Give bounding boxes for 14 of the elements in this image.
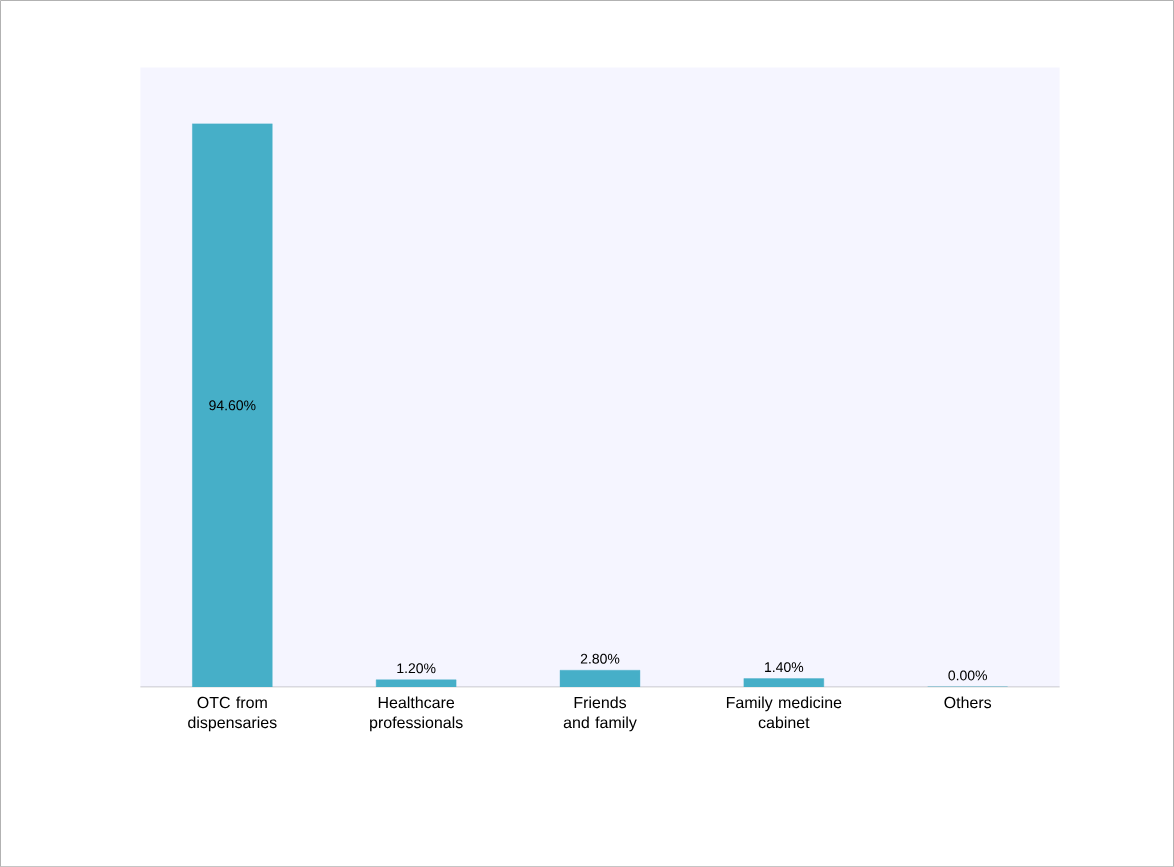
data-label: 0.00% [948,670,988,681]
bar [192,123,273,687]
x-tick-label: Healthcare professionals [370,696,463,732]
x-tick-label: Friends and family [563,696,637,732]
bar [559,669,641,687]
x-tick-label: Family medicine cabinet [726,696,842,729]
data-label: 2.80% [580,653,620,664]
data-label: 94.60% [209,400,256,411]
x-tick-label: OTC from dispensaries [188,696,277,732]
bar [743,678,824,687]
bar [375,679,457,687]
x-tick-label: Others [944,696,992,709]
data-label: 1.40% [765,662,804,672]
data-label: 1.20% [397,663,436,674]
